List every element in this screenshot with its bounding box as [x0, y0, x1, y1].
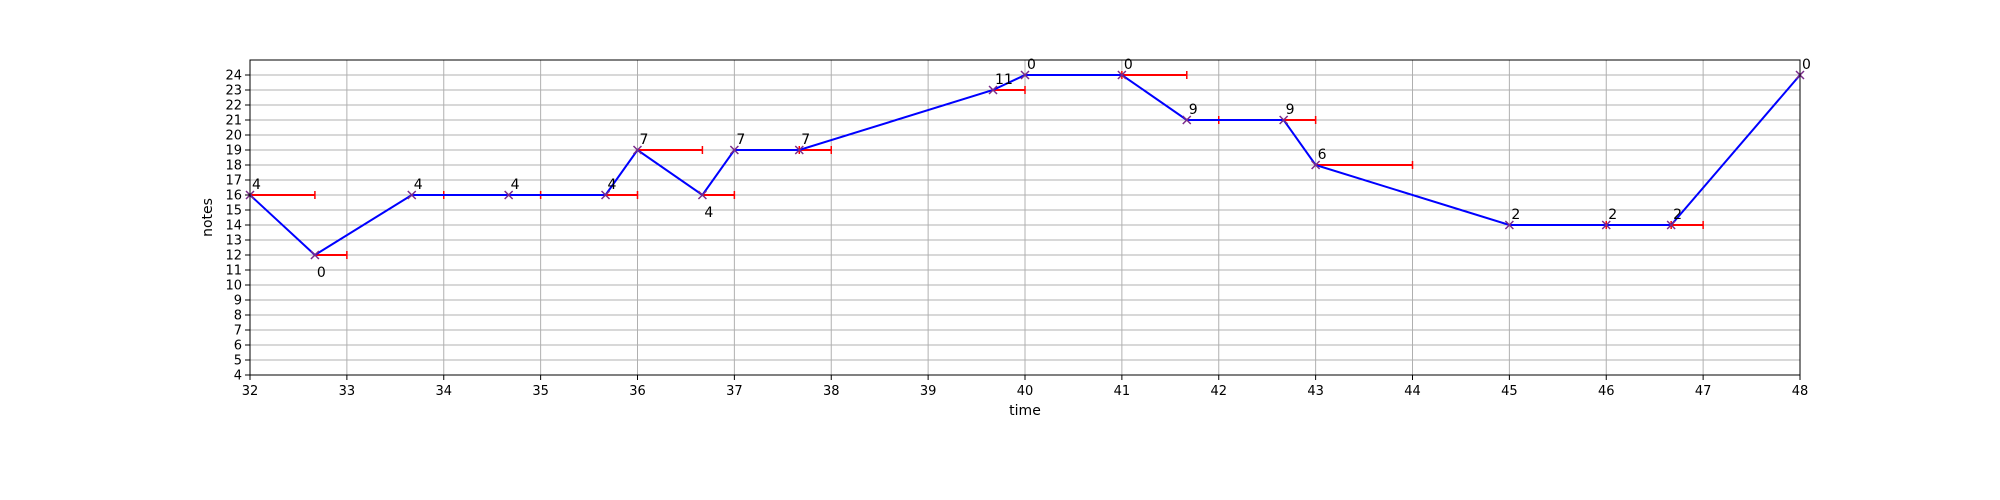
x-tick-label: 46 — [1598, 384, 1615, 399]
duration-bar — [799, 146, 832, 154]
data-point-label: 4 — [608, 177, 617, 193]
x-tick-label: 47 — [1695, 384, 1712, 399]
data-point-label: 6 — [1318, 147, 1327, 163]
data-point-label: 0 — [317, 265, 326, 281]
x-axis-label: time — [1009, 403, 1041, 419]
y-tick-label: 13 — [225, 234, 242, 249]
duration-bar — [314, 251, 348, 259]
y-tick-label: 15 — [225, 204, 242, 219]
data-point-label: 4 — [704, 205, 713, 221]
data-point-marker — [632, 145, 643, 155]
data-point-label: 7 — [640, 132, 649, 148]
x-tick-label: 36 — [629, 384, 646, 399]
data-point-marker — [601, 190, 611, 200]
y-tick-label: 10 — [225, 279, 242, 294]
y-tick-label: 23 — [225, 84, 242, 99]
data-point-marker — [310, 250, 320, 260]
data-point-label: 2 — [1608, 207, 1617, 223]
series-layer: 4 0 4 4 4 7 4 7 7 11 0 0 9 9 6 2 2 2 0 — [245, 57, 1811, 281]
duration-bar — [1283, 116, 1317, 124]
x-tick-label: 45 — [1501, 384, 1518, 399]
x-tick-label: 35 — [532, 384, 549, 399]
y-tick-label: 18 — [225, 159, 242, 174]
data-point-label: 7 — [801, 132, 810, 148]
x-tick-label: 38 — [823, 384, 840, 399]
data-point-label: 0 — [1027, 57, 1036, 73]
x-tick-label: 48 — [1792, 384, 1809, 399]
data-point-label: 0 — [1802, 57, 1811, 73]
y-tick-label: 17 — [225, 174, 242, 189]
x-tick-label: 37 — [726, 384, 743, 399]
duration-bar — [637, 146, 704, 154]
duration-bar — [1121, 71, 1188, 79]
data-point-label: 7 — [736, 132, 745, 148]
duration-bar — [1671, 221, 1704, 229]
data-point-label: 9 — [1189, 102, 1198, 118]
y-tick-label: 20 — [225, 129, 242, 144]
data-point-marker — [1311, 160, 1321, 170]
data-point-label: 2 — [1673, 207, 1682, 223]
y-tick-label: 21 — [225, 114, 242, 129]
x-tick-label: 42 — [1210, 384, 1227, 399]
duration-bar — [605, 191, 639, 199]
y-tick-label: 11 — [225, 264, 242, 279]
data-point-marker — [407, 190, 417, 200]
data-point-label: 0 — [1124, 57, 1133, 73]
data-point-marker — [729, 145, 739, 155]
data-point-label: 2 — [1511, 207, 1520, 223]
y-tick-label: 16 — [225, 189, 242, 204]
x-tick-label: 34 — [435, 384, 452, 399]
y-tick-label: 6 — [234, 339, 242, 354]
y-tick-label: 8 — [234, 309, 242, 324]
x-tick-label: 41 — [1114, 384, 1131, 399]
x-tick-label: 39 — [920, 384, 937, 399]
data-point-marker — [504, 190, 514, 200]
y-tick-label: 12 — [225, 249, 242, 264]
data-point-marker — [794, 145, 804, 155]
data-point-label: 4 — [252, 177, 261, 193]
data-point-marker — [1601, 220, 1611, 230]
y-tick-label: 24 — [225, 69, 242, 84]
data-point-marker — [1666, 220, 1676, 230]
data-point-marker — [1117, 70, 1127, 80]
duration-bar — [1315, 161, 1414, 169]
data-point-marker — [988, 85, 998, 95]
y-tick-label: 22 — [225, 99, 242, 114]
y-tick-label: 5 — [234, 354, 242, 369]
duration-bar — [250, 191, 316, 199]
data-point-marker — [697, 190, 707, 200]
data-point-label: 9 — [1286, 102, 1295, 118]
data-point-label: 4 — [414, 177, 423, 193]
y-axis-label: notes — [200, 198, 216, 237]
y-tick-label: 19 — [225, 144, 242, 159]
x-tick-label: 43 — [1307, 384, 1324, 399]
duration-bar — [702, 191, 736, 199]
data-point-marker — [1504, 220, 1514, 230]
data-point-marker — [1182, 115, 1192, 125]
y-tick-label: 4 — [234, 369, 242, 384]
grid-lines — [249, 60, 1801, 376]
data-point-label: 4 — [511, 177, 520, 193]
x-tick-label: 32 — [242, 384, 259, 399]
y-tick-label: 14 — [225, 219, 242, 234]
data-point-marker — [1020, 70, 1030, 80]
duration-bar — [993, 86, 1026, 94]
y-tick-label: 7 — [234, 324, 242, 339]
data-point-marker — [1279, 115, 1289, 125]
data-point-label: 11 — [995, 72, 1013, 88]
x-tick-label: 40 — [1017, 384, 1034, 399]
x-tick-label: 44 — [1404, 384, 1421, 399]
x-axis: 32 33 34 35 36 37 38 39 40 41 42 43 44 45 46 47 48 — [242, 375, 1809, 399]
y-tick-label: 9 — [234, 294, 242, 309]
x-tick-label: 33 — [339, 384, 356, 399]
